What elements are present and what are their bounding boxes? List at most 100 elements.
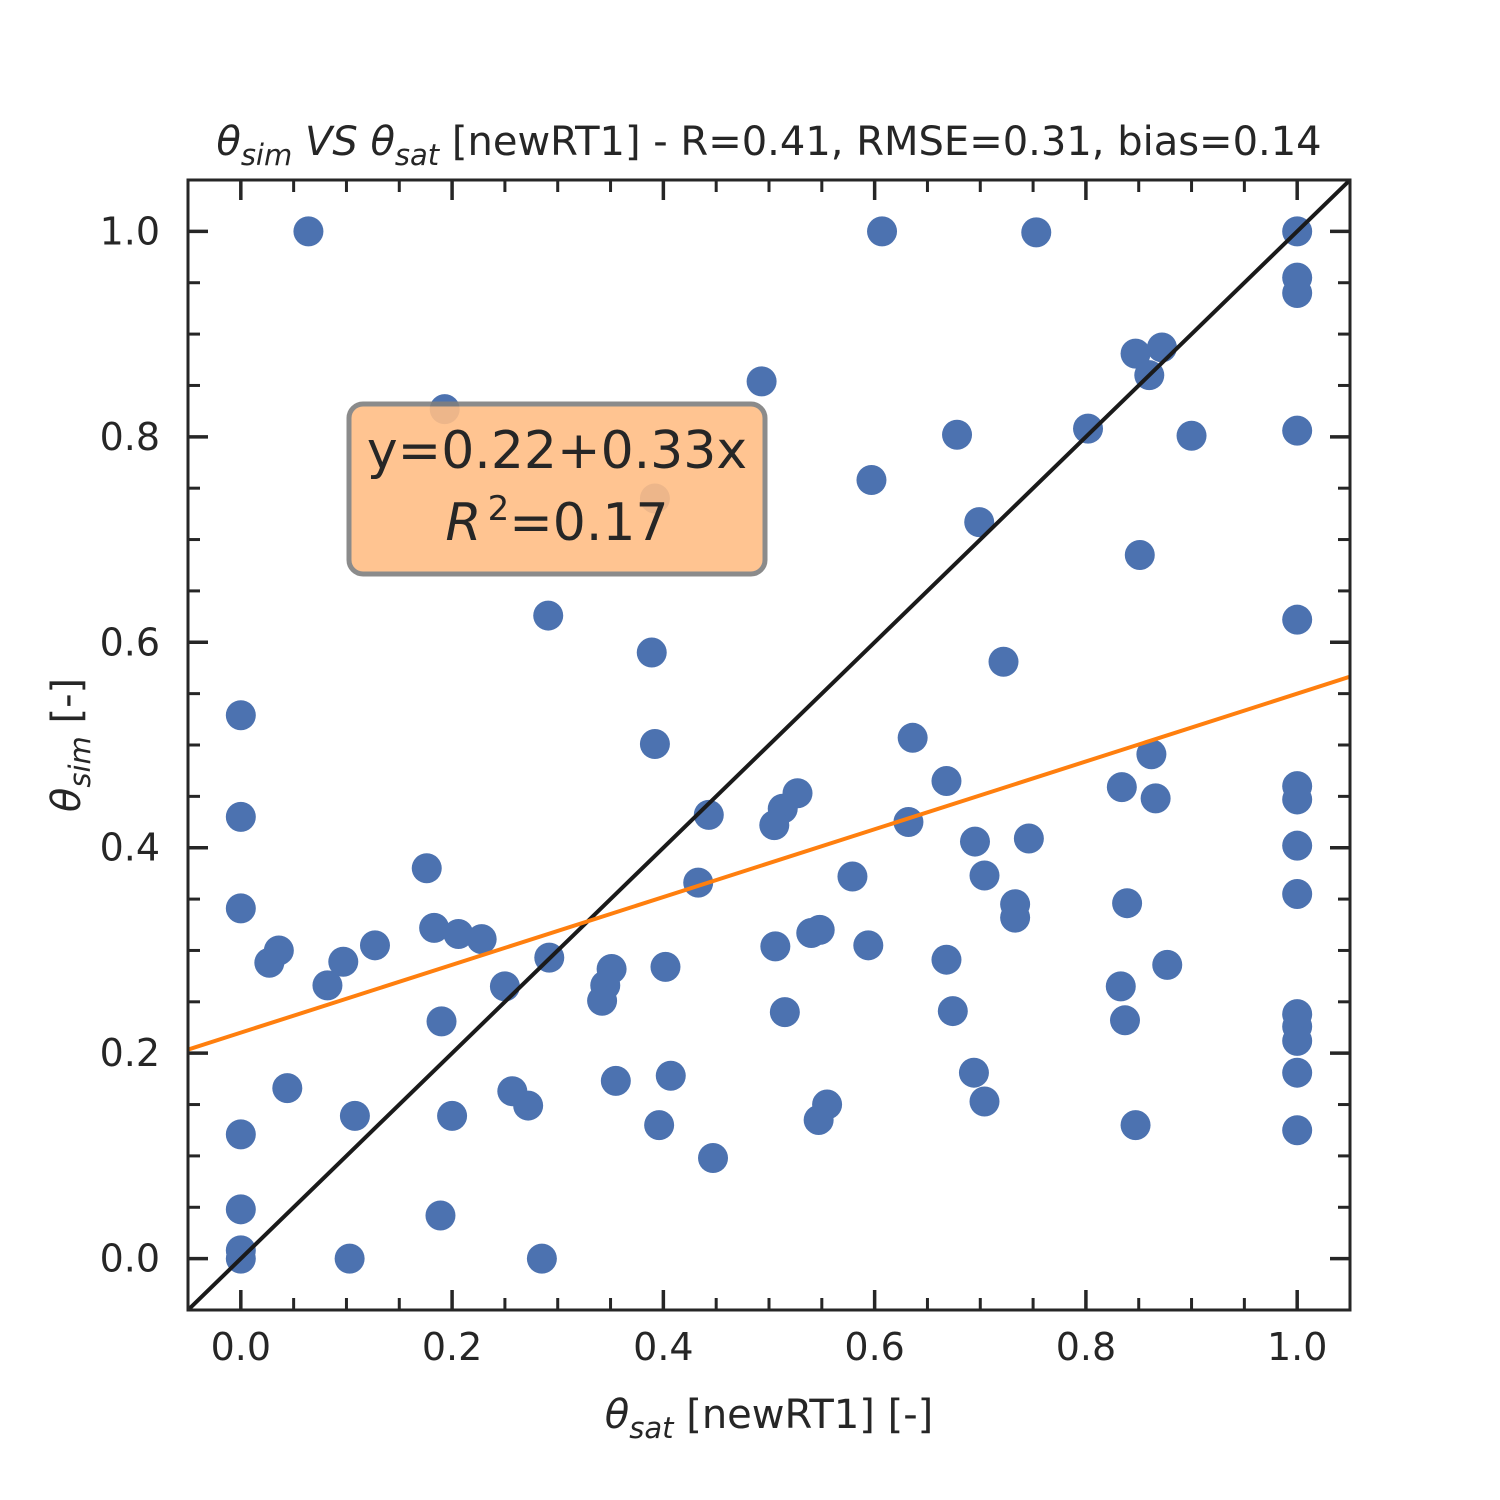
data-point	[655, 1060, 686, 1091]
label-part: VS	[292, 119, 370, 165]
data-point	[443, 919, 474, 950]
data-point	[856, 464, 887, 495]
chart-title: θsim VS θsat [newRT1] - R=0.41, RMSE=0.3…	[216, 119, 1321, 172]
data-point	[1073, 413, 1104, 444]
label-part: θ	[605, 1392, 629, 1438]
label-part: sat	[395, 138, 441, 172]
y-tick-label: 0.4	[100, 826, 160, 870]
y-tick-label: 0.8	[100, 415, 160, 459]
data-point	[639, 728, 670, 759]
data-point	[334, 1243, 365, 1274]
data-point	[254, 947, 285, 978]
data-point	[312, 970, 343, 1001]
data-point	[600, 1065, 631, 1096]
data-point	[803, 1104, 834, 1135]
x-tick-label: 0.0	[211, 1325, 271, 1369]
data-point	[942, 419, 973, 450]
data-point	[650, 951, 681, 982]
data-point	[1021, 217, 1052, 248]
data-point	[1120, 338, 1151, 369]
data-point	[587, 985, 618, 1016]
label-part: [newRT1] - R=0.41, RMSE=0.31, bias=0.14	[439, 119, 1321, 165]
r-symbol: R	[445, 493, 481, 553]
data-point	[1282, 878, 1313, 909]
data-point	[1152, 949, 1183, 980]
data-point	[466, 924, 497, 955]
data-point	[225, 700, 256, 731]
data-point	[328, 946, 359, 977]
data-point	[759, 810, 790, 841]
y-tick-label: 0.6	[100, 620, 160, 664]
data-point	[693, 799, 724, 830]
data-point	[225, 893, 256, 924]
fit-line	[188, 674, 1350, 1052]
data-point	[293, 216, 324, 247]
data-point	[698, 1142, 729, 1173]
data-point	[411, 853, 442, 884]
label-part: sim	[63, 736, 97, 787]
data-point	[419, 912, 450, 943]
data-point	[1146, 332, 1177, 363]
data-point	[1112, 888, 1143, 919]
r-value: =0.17	[509, 493, 668, 553]
data-point	[359, 930, 390, 961]
data-point	[804, 914, 835, 945]
data-point	[1282, 604, 1313, 635]
fit-annotation: y=0.22+0.33x R 2=0.17	[346, 401, 768, 577]
data-point	[931, 944, 962, 975]
label-part: θ	[44, 788, 90, 812]
data-point	[853, 930, 884, 961]
ticks-layer: 0.0 0.2 0.4 0.6 0.8 1.0 0.0 0.2 0.4 0.6 0.8 1.0	[100, 180, 1350, 1369]
data-point	[225, 1194, 256, 1225]
data-point	[1140, 783, 1171, 814]
x-tick-label: 0.4	[633, 1325, 693, 1369]
data-point	[426, 1006, 457, 1037]
r-superscript: 2	[488, 489, 510, 529]
r-squared-label: R 2=0.17	[445, 489, 668, 553]
data-point	[760, 931, 791, 962]
data-point	[1000, 902, 1031, 933]
data-point	[958, 1057, 989, 1088]
data-point	[867, 216, 898, 247]
data-point	[1282, 784, 1313, 815]
x-tick-label: 1.0	[1267, 1325, 1327, 1369]
data-point	[489, 971, 520, 1002]
data-point	[1282, 830, 1313, 861]
data-point	[988, 646, 1019, 677]
label-part: [newRT1] [-]	[674, 1392, 934, 1438]
data-point	[969, 860, 1000, 891]
data-point	[1282, 1115, 1313, 1146]
data-point	[964, 507, 995, 538]
label-part: [-]	[44, 678, 90, 736]
data-point	[1282, 415, 1313, 446]
y-tick-label: 0.0	[100, 1237, 160, 1281]
data-point	[272, 1073, 303, 1104]
data-point	[937, 996, 968, 1027]
data-point	[837, 861, 868, 892]
data-point	[1282, 278, 1313, 308]
data-point	[1013, 823, 1044, 854]
data-point	[1124, 539, 1155, 570]
data-point	[959, 826, 990, 857]
label-part: θ	[370, 119, 394, 165]
data-point	[225, 801, 256, 832]
data-point	[746, 366, 777, 397]
data-point	[1176, 420, 1207, 451]
data-point	[1282, 1025, 1313, 1056]
data-point	[897, 722, 928, 753]
y-axis-label: θsim [-]	[44, 678, 97, 812]
fit-annotation-box	[346, 401, 768, 577]
data-point	[425, 1200, 456, 1231]
data-point	[1105, 971, 1136, 1002]
data-point	[931, 765, 962, 796]
data-point	[769, 997, 800, 1028]
data-point	[1109, 1005, 1140, 1036]
data-point	[526, 1243, 557, 1274]
data-point	[969, 1086, 1000, 1117]
label-part: sat	[629, 1411, 675, 1445]
data-point	[513, 1090, 544, 1121]
data-point	[644, 1110, 675, 1141]
points-layer	[225, 216, 1313, 1274]
x-tick-label: 0.2	[422, 1325, 482, 1369]
